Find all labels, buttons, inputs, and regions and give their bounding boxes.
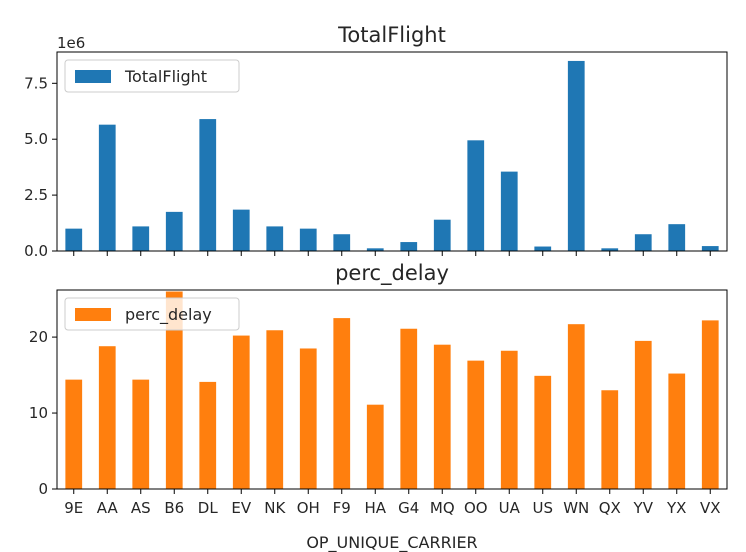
bar-AS <box>132 379 150 489</box>
x-tick-label: F9 <box>333 499 351 517</box>
bar-QX <box>601 248 619 251</box>
y-tick-label: 0.0 <box>24 242 48 260</box>
bar-DL <box>199 119 217 251</box>
y-tick-label: 10 <box>29 404 48 422</box>
legend-label: TotalFlight <box>124 67 207 86</box>
bar-AA <box>98 346 116 489</box>
bar-WN <box>567 324 585 489</box>
bar-EV <box>232 209 250 251</box>
x-tick-label: VX <box>700 499 721 517</box>
legend-swatch <box>75 70 111 83</box>
bar-QX <box>601 390 619 489</box>
x-tick-label: EV <box>231 499 251 517</box>
bar-OO <box>467 360 485 489</box>
x-tick-label: YV <box>633 499 654 517</box>
y-tick-label: 0 <box>38 480 48 498</box>
bar-9E <box>65 228 83 251</box>
bar-MQ <box>433 344 451 489</box>
bar-UA <box>500 350 518 489</box>
x-tick-label: OH <box>297 499 320 517</box>
axes-frame <box>56 289 728 490</box>
bar-EV <box>232 335 250 489</box>
bar-G4 <box>400 242 418 251</box>
bar-VX <box>701 320 719 489</box>
bar-B6 <box>165 291 183 489</box>
axis-scale-label: 1e6 <box>57 34 85 52</box>
bar-AS <box>132 226 150 251</box>
y-tick-label: 7.5 <box>24 74 48 92</box>
x-tick-label: G4 <box>398 499 419 517</box>
x-tick-label: YX <box>666 499 686 517</box>
x-tick-label: WN <box>563 499 589 517</box>
bar-WN <box>567 60 585 251</box>
bar-B6 <box>165 211 183 251</box>
x-tick-label: QX <box>599 499 621 517</box>
bar-US <box>534 375 552 489</box>
legend-box <box>64 297 240 331</box>
y-tick-label: 20 <box>29 328 48 346</box>
bar-YV <box>634 340 652 489</box>
bar-NK <box>266 226 284 251</box>
bar-OH <box>299 348 317 489</box>
bar-F9 <box>333 234 351 251</box>
bar-HA <box>366 248 384 251</box>
bar-HA <box>366 404 384 489</box>
bar-VX <box>701 246 719 251</box>
y-tick-label: 2.5 <box>24 186 48 204</box>
x-tick-label: 9E <box>64 499 83 517</box>
bar-G4 <box>400 328 418 489</box>
x-tick-label: MQ <box>430 499 455 517</box>
bar-OO <box>467 140 485 251</box>
legend: perc_delay <box>64 297 240 331</box>
x-tick-label: US <box>532 499 553 517</box>
bar-YX <box>668 224 686 251</box>
x-tick-label: HA <box>364 499 386 517</box>
x-tick-label: AS <box>131 499 151 517</box>
x-tick-label: UA <box>499 499 521 517</box>
bar-MQ <box>433 219 451 251</box>
bar-DL <box>199 381 217 489</box>
bar-9E <box>65 379 83 489</box>
axes-frame <box>56 51 728 252</box>
subplot-title: TotalFlight <box>337 23 446 47</box>
bar-US <box>534 246 552 251</box>
bar-OH <box>299 228 317 251</box>
x-tick-label: B6 <box>164 499 184 517</box>
x-tick-label: NK <box>264 499 286 517</box>
y-tick-label: 5.0 <box>24 130 48 148</box>
bar-YX <box>668 373 686 489</box>
bar-AA <box>98 124 116 251</box>
x-tick-label: AA <box>97 499 119 517</box>
bar-F9 <box>333 318 351 489</box>
bar-UA <box>500 171 518 251</box>
bar-YV <box>634 234 652 251</box>
legend-label: perc_delay <box>125 305 212 325</box>
legend: TotalFlight <box>64 59 240 93</box>
x-tick-label: OO <box>464 499 488 517</box>
legend-swatch <box>75 308 111 321</box>
legend-box <box>64 59 240 93</box>
subplot-1: 0.0 2.5 5.0 7.5 TotalFlight 1e6 TotalFlight <box>24 23 728 260</box>
x-tick-label: DL <box>198 499 219 517</box>
x-axis-label: OP_UNIQUE_CARRIER <box>306 533 477 552</box>
subplot-title: perc_delay <box>335 261 449 286</box>
bar-NK <box>266 330 284 489</box>
subplot-2: 9E AA AS B6 DL EV NK OH F9 HA G4 MQ OO UA US WN QX YV YX VX… <box>29 261 728 552</box>
